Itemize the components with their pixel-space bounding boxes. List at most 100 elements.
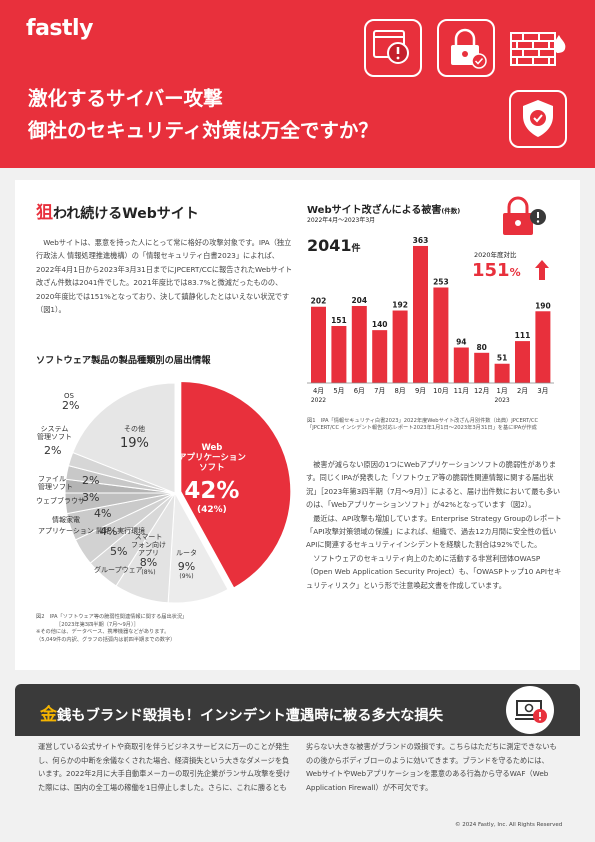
pie-label-filemgr: ファイル 管理ソフト bbox=[38, 475, 73, 491]
section1-title: 狙われ続けるWebサイト bbox=[36, 198, 199, 223]
section1-right-text: 被害が減らない原因の1つにWebアプリケーションソフトの脆弱性があります。同じく… bbox=[306, 458, 564, 592]
bar-year-label-0: 2022 bbox=[311, 397, 326, 404]
bar-value-label-6: 253 bbox=[433, 277, 449, 286]
bar-category-label-2: 6月 bbox=[354, 387, 365, 395]
bar-value-label-10: 111 bbox=[515, 331, 531, 340]
pie-label-groupware: グループウェア bbox=[94, 566, 143, 574]
pie-value-other: 19% bbox=[120, 436, 149, 451]
pie-value-sysmgr: 2% bbox=[44, 444, 62, 457]
bar-value-label-2: 204 bbox=[351, 296, 367, 305]
bar-value-label-11: 190 bbox=[535, 301, 551, 310]
bar-chart: 202 4月 2022 151 5月 204 6月 140 7月 192 8月 363 9月 253 10月… bbox=[307, 236, 554, 404]
pie-caption-title: 図2 IPA「ソフトウェア等の脆弱性関連情報に関する届出状況」 bbox=[36, 614, 188, 620]
section2-banner bbox=[15, 684, 580, 736]
lock-alert-icon bbox=[503, 196, 546, 235]
bar-category-label-1: 5月 bbox=[333, 387, 344, 395]
bar-0 bbox=[311, 306, 326, 383]
bar-category-label-8: 12月 bbox=[474, 387, 489, 395]
bar-caption: 図1 IPA「情報セキュリティ白書2023」2022年度Webサイト改ざん月別件… bbox=[307, 418, 539, 432]
bar-9 bbox=[494, 363, 510, 383]
bar-5 bbox=[413, 245, 428, 383]
bar-title-unit: (件数) bbox=[441, 207, 461, 215]
bar-value-label-9: 51 bbox=[497, 354, 507, 363]
bar-category-label-0: 4月 bbox=[313, 387, 324, 395]
pie-caption-line3: （5,049件の内訳、グラフの括弧内は前四半期までの数字） bbox=[36, 636, 176, 643]
bar-value-label-4: 192 bbox=[392, 301, 408, 310]
section1-paragraph: Webサイトは、悪意を持った人にとって常に格好の攻撃対象です。IPA（独立行政法… bbox=[36, 236, 293, 316]
bar-compare: 151% bbox=[472, 260, 521, 281]
bar-category-label-11: 3月 bbox=[537, 387, 548, 395]
pie-value-appdev: 4% bbox=[100, 525, 118, 538]
pie-value-web-app: 42% bbox=[184, 478, 240, 504]
bar-10 bbox=[515, 341, 530, 383]
bar-category-label-4: 8月 bbox=[395, 387, 406, 395]
section1-title-accent: 狙 bbox=[36, 203, 53, 223]
bar-2 bbox=[351, 305, 367, 383]
pie-label-browser: ウェブブラウザ bbox=[36, 497, 85, 505]
bar-total-unit: 件 bbox=[351, 244, 361, 254]
pie-caption-line1: ［2023年第3四半期（7月～9月）］ bbox=[56, 621, 139, 628]
pie-slice-0 bbox=[180, 381, 292, 589]
bar-chart-subtitle: 2022年4月～2023年3月 bbox=[307, 217, 376, 224]
pie-label-smartphone: スマート フォン向け アプリ 8% (8%) bbox=[131, 533, 166, 576]
right-paragraph-1: 被害が減らない原因の1つにWebアプリケーションソフトの脆弱性があります。同じく… bbox=[306, 460, 561, 510]
bar-category-label-5: 9月 bbox=[415, 387, 426, 395]
pie-value-groupware: 5% bbox=[110, 545, 128, 558]
bar-value-label-3: 140 bbox=[372, 320, 388, 329]
pie-caption-line2: ※その他には、データベース、携帯機器などがあります。 bbox=[36, 629, 170, 636]
bar-title-text: Webサイト改ざんによる被害 bbox=[307, 205, 442, 216]
pie-caption: 図2 IPA「ソフトウェア等の脆弱性関連情報に関する届出状況」 ［2023年第3… bbox=[36, 614, 296, 644]
bar-3 bbox=[372, 330, 388, 383]
bar-value-label-5: 363 bbox=[413, 236, 429, 245]
fastly-logo: fastly bbox=[26, 16, 93, 41]
firewall-icon bbox=[505, 19, 575, 75]
bar-category-label-3: 7月 bbox=[374, 387, 385, 395]
section1-title-rest: われ続けるWebサイト bbox=[53, 206, 199, 222]
bar-4 bbox=[392, 310, 408, 383]
section2-right-text: 劣らない大きな被害がブランドの毀損です。こちらはただちに測定できないものの後から… bbox=[306, 740, 562, 794]
pie-label-router: ルータ 9% (9%) bbox=[176, 549, 197, 580]
pie-chart bbox=[64, 381, 292, 604]
right-paragraph-3: ソフトウェアのセキュリティ向上のために活動する非営利団体OWASP（Open W… bbox=[306, 553, 562, 590]
pie-label-other: その他 bbox=[124, 425, 145, 433]
pie-value-filemgr: 2% bbox=[82, 474, 100, 487]
section2-right-paragraph: 劣らない大きな被害がブランドの毀損です。こちらはただちに測定できないものの後から… bbox=[306, 742, 557, 792]
pie-label-web-app: Web アプリケーション ソフト 42% (42%) bbox=[178, 443, 246, 515]
bar-6 bbox=[433, 287, 449, 383]
section2-title-rest: 銭もブランド毀損も！インシデント遭遇時に被る多大な損失 bbox=[57, 708, 444, 724]
bar-value-label-7: 94 bbox=[456, 338, 466, 347]
bar-value-label-8: 80 bbox=[476, 343, 486, 352]
section2-title-accent: 金 bbox=[40, 705, 57, 725]
bar-11 bbox=[535, 311, 551, 383]
bar-1 bbox=[331, 325, 347, 383]
pie-value-os: 2% bbox=[62, 399, 80, 412]
section2-left-text: 運営している公式サイトや商取引を伴うビジネスサービスに万一のことが発生し、何らか… bbox=[38, 740, 294, 794]
bar-value-label-0: 202 bbox=[311, 297, 327, 306]
bar-category-label-7: 11月 bbox=[454, 387, 469, 395]
headline-line2: 御社のセキュリティ対策は万全ですか？ bbox=[28, 119, 378, 142]
bar-category-label-9: 1月 bbox=[497, 387, 508, 395]
pie-label-appliance: 情報家電 bbox=[52, 516, 80, 524]
shield-check-icon bbox=[509, 90, 567, 148]
pie-label-sysmgr: システム 管理ソフト bbox=[37, 425, 72, 441]
bar-category-label-10: 2月 bbox=[517, 387, 528, 395]
bar-value-label-1: 151 bbox=[331, 316, 347, 325]
pie-slice-10 bbox=[72, 382, 176, 494]
bar-8 bbox=[474, 352, 490, 383]
bar-total: 2041件 bbox=[307, 236, 361, 255]
bar-compare-label: 2020年度対比 bbox=[474, 251, 517, 259]
lock-check-icon bbox=[437, 19, 495, 77]
bar-category-label-6: 10月 bbox=[433, 387, 448, 395]
pie-label-appdev: アプリケーション 開発・実行環境 bbox=[38, 527, 146, 535]
pie-title: ソフトウェア製品の製品種類別の届出情報 bbox=[36, 355, 211, 366]
headline-line1: 激化するサイバー攻撃 bbox=[28, 87, 223, 110]
browser-alert-icon bbox=[364, 19, 422, 77]
copyright: © 2024 Fastly, Inc. All Rights Reserved bbox=[455, 822, 563, 828]
bar-7 bbox=[453, 347, 469, 383]
header-banner bbox=[0, 0, 595, 168]
bar-year-label-9: 2023 bbox=[494, 397, 509, 404]
up-arrow-icon bbox=[535, 260, 549, 280]
pie-value-browser: 3% bbox=[82, 491, 100, 504]
money-alert-icon bbox=[506, 686, 554, 734]
section2-left-paragraph: 運営している公式サイトや商取引を伴うビジネスサービスに万一のことが発生し、何らか… bbox=[38, 742, 291, 792]
